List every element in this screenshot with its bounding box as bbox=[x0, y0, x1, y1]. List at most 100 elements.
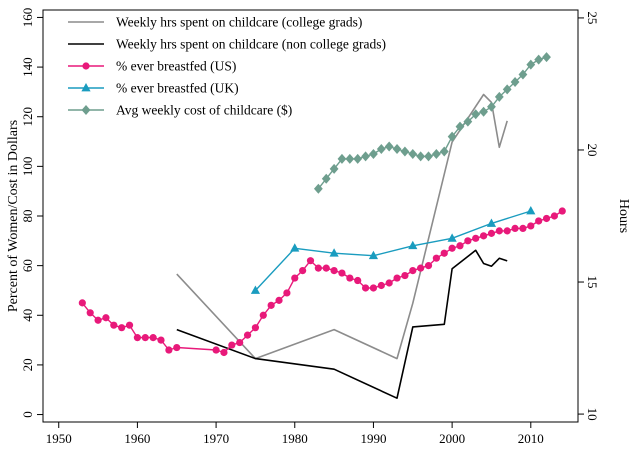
series-5-point bbox=[361, 151, 370, 162]
left-tick-label: 40 bbox=[20, 309, 35, 322]
legend-swatch-marker bbox=[81, 105, 91, 115]
series-3-point bbox=[519, 224, 527, 233]
series-3-point bbox=[550, 212, 558, 220]
series-5-point bbox=[329, 163, 339, 174]
legend-label: Weekly hrs spent on childcare (college g… bbox=[116, 15, 362, 30]
series-3-point bbox=[542, 214, 551, 223]
series-3-point bbox=[118, 324, 126, 332]
series-3-point bbox=[456, 242, 464, 250]
series-5-point bbox=[313, 183, 323, 194]
left-tick-label: 120 bbox=[20, 107, 35, 127]
series-3-point bbox=[393, 274, 401, 282]
x-tick-label: 1980 bbox=[282, 431, 308, 446]
series-3-point bbox=[369, 284, 378, 292]
series-5-point bbox=[392, 143, 402, 154]
series-3-point bbox=[401, 271, 409, 280]
left-tick-label: 100 bbox=[20, 157, 35, 177]
x-tick-label: 1950 bbox=[46, 431, 72, 446]
x-tick-label: 1960 bbox=[124, 431, 150, 446]
legend: Weekly hrs spent on childcare (college g… bbox=[68, 15, 386, 118]
series-5-point bbox=[337, 153, 347, 164]
series-3-point bbox=[133, 334, 142, 342]
series-3-point bbox=[299, 267, 307, 275]
series-3-point bbox=[78, 299, 86, 307]
left-tick-label: 80 bbox=[20, 210, 35, 223]
series-3-point bbox=[110, 321, 118, 329]
series-3-point bbox=[338, 269, 346, 277]
series-3-point bbox=[259, 311, 267, 319]
right-tick-label: 25 bbox=[585, 11, 600, 24]
series-5-point bbox=[518, 69, 528, 80]
series-3-point bbox=[417, 264, 425, 272]
series-3-point bbox=[236, 338, 244, 347]
legend-entry-3: % ever breastfed (US) bbox=[68, 59, 236, 74]
series-3-point bbox=[377, 281, 385, 290]
series-5-point bbox=[471, 109, 481, 120]
series-3-point bbox=[94, 316, 102, 324]
series-4-point bbox=[368, 250, 379, 260]
series-3-point bbox=[432, 254, 440, 262]
series-5-point bbox=[455, 121, 465, 132]
series-5-point bbox=[424, 151, 433, 162]
legend-swatch-marker bbox=[82, 62, 90, 70]
series-3-point bbox=[165, 346, 173, 354]
legend-label: % ever breastfed (US) bbox=[116, 59, 236, 74]
x-tick-label: 1970 bbox=[203, 431, 229, 446]
series-3-point bbox=[220, 348, 228, 357]
axis-layer: 1950 1960 1970 1980 1990 2000 2010020406080100… bbox=[20, 8, 600, 446]
series-5-point bbox=[345, 153, 355, 164]
left-tick-label: 160 bbox=[20, 8, 35, 28]
series-3-point bbox=[149, 334, 157, 342]
series-4-point bbox=[526, 206, 536, 215]
series-5-point bbox=[439, 146, 449, 157]
series-5-point bbox=[431, 148, 441, 159]
series-3-point bbox=[251, 324, 260, 332]
series-5-point bbox=[408, 148, 418, 159]
series-3-point bbox=[212, 346, 220, 354]
series-3-point bbox=[125, 321, 134, 329]
series-3 bbox=[78, 207, 566, 357]
series-3-point bbox=[354, 276, 362, 285]
series-5-point bbox=[510, 76, 520, 87]
series-4-point bbox=[250, 285, 261, 294]
series-5-point bbox=[447, 131, 457, 142]
left-tick-label: 60 bbox=[20, 259, 35, 272]
series-3-point bbox=[424, 262, 433, 270]
series-3-point bbox=[86, 309, 94, 317]
legend-swatch-marker bbox=[81, 83, 91, 92]
series-3-point bbox=[314, 264, 322, 272]
x-tick-label: 2000 bbox=[439, 431, 465, 446]
series-3-point bbox=[487, 229, 496, 237]
series-2-line bbox=[176, 249, 508, 400]
right-tick-label: 10 bbox=[585, 408, 600, 421]
series-5-point bbox=[369, 148, 378, 159]
series-4-point bbox=[290, 243, 300, 252]
left-tick-label: 20 bbox=[20, 358, 35, 371]
series-3-point bbox=[228, 341, 236, 349]
series-5-point bbox=[494, 91, 504, 102]
series-3-point bbox=[283, 289, 291, 297]
series-5-point bbox=[502, 84, 512, 95]
series-5-point bbox=[416, 151, 426, 162]
series-1 bbox=[176, 93, 508, 360]
series-5-point bbox=[376, 143, 386, 154]
series-3-point bbox=[141, 334, 149, 342]
series-4 bbox=[250, 206, 536, 294]
series-3-point bbox=[472, 234, 480, 242]
x-tick-label: 1990 bbox=[360, 431, 386, 446]
series-5-point bbox=[487, 101, 496, 112]
legend-entry-1: Weekly hrs spent on childcare (college g… bbox=[68, 15, 362, 30]
series-3-point bbox=[448, 244, 456, 252]
legend-label: Avg weekly cost of childcare ($) bbox=[116, 103, 292, 118]
legend-entry-4: % ever breastfed (UK) bbox=[68, 81, 239, 96]
series-3-point bbox=[102, 314, 110, 322]
series-layer bbox=[78, 52, 566, 400]
legend-entry-5: Avg weekly cost of childcare ($) bbox=[68, 103, 292, 118]
series-3-point bbox=[330, 267, 338, 275]
series-3-point bbox=[385, 279, 393, 287]
series-3-point bbox=[243, 331, 252, 339]
series-3-point bbox=[322, 264, 330, 272]
series-3-point bbox=[409, 267, 417, 275]
series-3-point bbox=[306, 257, 315, 265]
series-5 bbox=[313, 52, 551, 194]
